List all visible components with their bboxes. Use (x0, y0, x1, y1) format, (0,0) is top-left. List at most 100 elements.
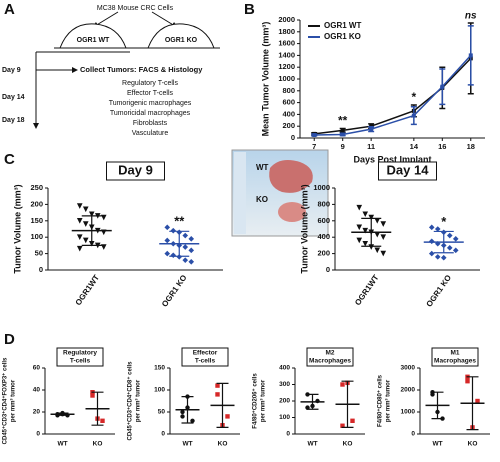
annotation: * (412, 90, 417, 104)
point (76, 218, 83, 224)
point (215, 383, 220, 388)
point (340, 423, 345, 428)
sd-bar (81, 215, 102, 246)
point (380, 234, 387, 240)
item: Regulatory T-cells (122, 80, 178, 87)
point (446, 245, 453, 251)
point (362, 227, 369, 234)
point (446, 232, 453, 239)
sd-bar (306, 393, 319, 410)
y-tick-label: 0 (36, 431, 40, 438)
point (411, 113, 416, 118)
legend-label: OGR1 WT (324, 21, 361, 30)
sd-bar (466, 376, 479, 431)
point (362, 240, 369, 247)
point (188, 247, 195, 254)
title-box (431, 347, 479, 367)
x-tick-label: 9 (341, 142, 345, 151)
y-tick-label: 1800 (278, 27, 295, 36)
chart-title: Macrophages (309, 358, 351, 365)
title-box (181, 347, 229, 367)
panel-label: D (4, 331, 15, 348)
y-axis-label: F4/80⁺CD206⁺ cells (252, 373, 259, 429)
x-tick-label: KO (93, 441, 103, 448)
point (428, 224, 435, 231)
y-tick-label: 1000 (401, 409, 416, 416)
mouse (59, 23, 127, 49)
x-tick-label: WT (57, 441, 67, 448)
x-tick-label: OGR1 KO (160, 273, 189, 308)
photo-label: KO (256, 195, 268, 204)
point (350, 418, 355, 423)
y-tick-label: 2000 (278, 15, 295, 24)
point (82, 221, 89, 227)
chart-title: Macrophages (434, 358, 476, 365)
point (475, 398, 480, 404)
point (434, 254, 441, 260)
item: Fibroblasts (133, 120, 168, 127)
point (452, 247, 459, 254)
y-tick-label: 150 (30, 216, 43, 225)
item: Tumorigenic macrophages (109, 100, 192, 107)
sd-bar (361, 217, 382, 247)
point (312, 133, 317, 138)
legend-label: OGR1 KO (324, 32, 361, 41)
panel-label: C (4, 151, 15, 168)
mouse (147, 23, 215, 49)
y-tick-label: 0 (286, 431, 290, 438)
point (340, 132, 345, 137)
y-tick-label: 1000 (313, 183, 330, 192)
y-axis-label: Mean Tumor Volume (mm³) (260, 22, 270, 137)
cells-label: MC38 Mouse CRC Cells (97, 5, 174, 12)
point (440, 84, 445, 89)
y-axis-label: per mm³ tumor (385, 379, 392, 422)
point (190, 418, 195, 423)
chart-title: M1 (450, 350, 459, 357)
y-tick-label: 0 (39, 265, 43, 274)
point (440, 254, 447, 261)
x-tick-label: 14 (410, 142, 419, 151)
y-axis-label: per mm³ tumor (10, 379, 17, 422)
point (434, 226, 441, 232)
tumor (278, 202, 306, 222)
y-tick-label: 100 (30, 232, 43, 241)
point (362, 211, 369, 218)
sd-bar (433, 230, 454, 254)
chart-title: Effector (193, 350, 218, 357)
point (100, 214, 107, 221)
x-tick-label: WT (182, 441, 192, 448)
point (82, 206, 89, 213)
y-axis-label: Tumor Volume (mm³) (299, 184, 309, 273)
line (314, 54, 472, 136)
annotation: ** (338, 114, 348, 128)
point (180, 414, 185, 419)
point (374, 218, 381, 224)
y-tick-label: 2000 (401, 387, 416, 394)
x-tick-label: 16 (438, 142, 446, 151)
day-label: Day 18 (2, 117, 25, 124)
point (428, 250, 435, 257)
panel-label: B (244, 1, 255, 18)
y-tick-label: 150 (154, 365, 165, 372)
x-tick-label: KO (468, 441, 478, 448)
diagram: MC38 Mouse CRC Cells OGR1 WT OGR1 KO Day… (2, 5, 220, 137)
sd-bar (341, 380, 354, 428)
point (180, 409, 185, 415)
point (430, 392, 435, 397)
item: Effector T-cells (127, 90, 174, 97)
point (215, 392, 220, 397)
y-axis-label: per mm³ tumor (135, 379, 142, 422)
point (182, 257, 189, 263)
line (314, 57, 472, 135)
point (188, 236, 195, 242)
point (356, 237, 363, 244)
sd-bar (56, 412, 69, 416)
x-tick-label: 7 (312, 142, 316, 151)
sd-bar (169, 230, 190, 257)
arrow (151, 11, 178, 28)
mouse-label: OGR1 WT (77, 37, 110, 44)
point (164, 237, 171, 244)
point (176, 254, 183, 260)
arrow (92, 11, 119, 28)
